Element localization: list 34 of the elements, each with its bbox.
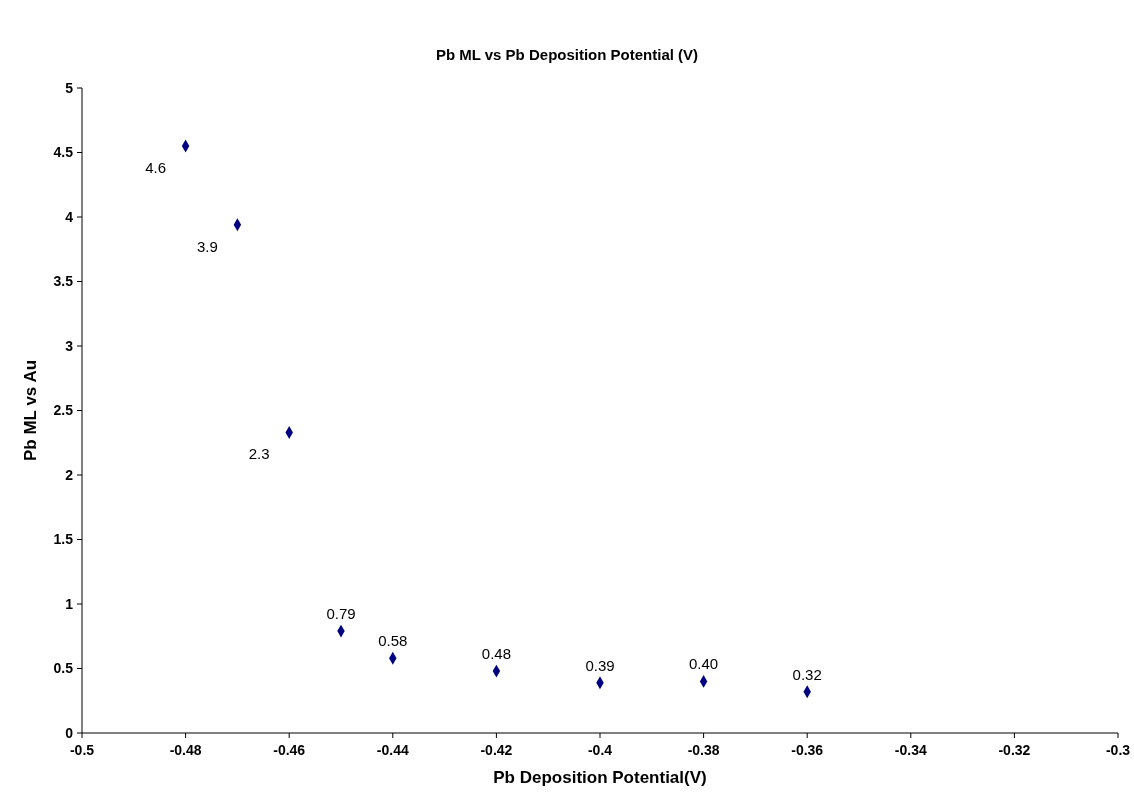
data-label: 0.39: [585, 656, 615, 674]
y-tick-label: 1.5: [53, 531, 74, 548]
data-label: 0.48: [481, 645, 511, 663]
x-tick-label: -0.42: [480, 742, 513, 758]
x-tick-label: -0.36: [791, 742, 824, 758]
y-tick-label: 4: [65, 208, 74, 225]
y-tick-label: 2: [65, 466, 74, 483]
data-label: 0.32: [792, 665, 822, 683]
x-axis-title: Pb Deposition Potential(V): [493, 768, 707, 787]
x-tick-label: -0.4: [587, 742, 613, 758]
y-tick-label: 3: [65, 337, 74, 354]
y-tick-label: 1: [65, 595, 74, 612]
x-tick-label: -0.32: [998, 742, 1031, 758]
y-tick-label: 4.5: [53, 144, 74, 161]
y-tick-label: 0.5: [53, 660, 74, 677]
x-tick-label: -0.46: [273, 742, 306, 758]
x-tick-label: -0.48: [169, 742, 202, 758]
chart-title: Pb ML vs Pb Deposition Potential (V): [435, 46, 699, 63]
y-axis-title: Pb ML vs Au: [21, 359, 40, 462]
y-tick-label: 5: [65, 79, 74, 96]
y-tick-label: 2.5: [53, 402, 74, 419]
data-label: 0.58: [378, 632, 408, 650]
x-tick-label: -0.38: [687, 742, 720, 758]
data-label: 4.6: [145, 159, 167, 177]
x-tick-label: -0.34: [894, 742, 927, 758]
x-tick-label: -0.5: [69, 742, 95, 758]
y-tick-label: 3.5: [53, 273, 74, 290]
y-tick-label: 0: [65, 724, 74, 741]
data-label: 3.9: [196, 237, 218, 255]
data-label: 0.79: [326, 605, 356, 623]
data-label: 2.3: [248, 445, 270, 463]
data-label: 0.40: [689, 655, 719, 673]
x-tick-label: -0.44: [376, 742, 409, 758]
x-tick-label: -0.3: [1105, 742, 1131, 758]
